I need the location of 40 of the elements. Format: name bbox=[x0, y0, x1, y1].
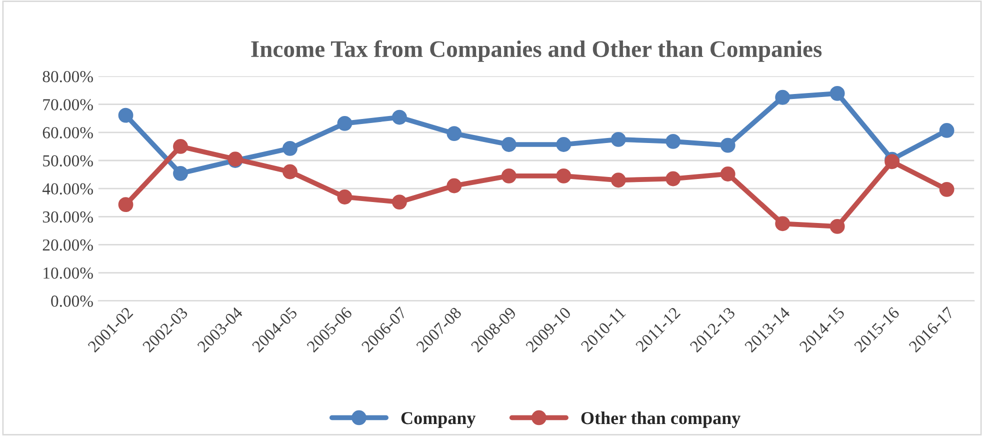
y-tick-label: 60.00% bbox=[42, 127, 93, 138]
point bbox=[666, 171, 681, 186]
y-tick-label: 20.00% bbox=[42, 239, 93, 251]
point bbox=[610, 132, 626, 147]
point bbox=[610, 172, 626, 188]
point bbox=[939, 182, 954, 197]
legend-label: Other than company bbox=[581, 412, 740, 428]
y-tick-label: 70.00% bbox=[43, 99, 93, 110]
point bbox=[775, 90, 790, 105]
point bbox=[282, 140, 298, 156]
legend-label: Company bbox=[401, 412, 476, 428]
point bbox=[830, 218, 845, 234]
point bbox=[392, 194, 407, 210]
point bbox=[720, 138, 736, 153]
point bbox=[556, 168, 572, 184]
point bbox=[173, 166, 188, 181]
point bbox=[939, 123, 954, 138]
point bbox=[720, 166, 736, 182]
point bbox=[337, 116, 352, 131]
point bbox=[337, 190, 352, 204]
point bbox=[830, 86, 845, 101]
point bbox=[501, 137, 516, 152]
y-tick-label: 10.00% bbox=[44, 267, 93, 279]
chart-title: Income Tax from Companies and Other than Companies bbox=[251, 40, 822, 62]
y-tick-label: 80.00% bbox=[42, 71, 93, 82]
point bbox=[666, 134, 681, 149]
point bbox=[446, 178, 462, 194]
point bbox=[118, 197, 134, 212]
y-tick-label: 0.00% bbox=[51, 296, 93, 307]
point bbox=[556, 137, 572, 152]
y-tick-label: 40.00% bbox=[42, 183, 93, 195]
y-tick-label: 30.00% bbox=[42, 211, 93, 223]
point bbox=[118, 108, 134, 123]
point bbox=[173, 139, 188, 154]
point bbox=[282, 164, 298, 180]
point bbox=[446, 126, 462, 142]
point bbox=[501, 168, 516, 184]
y-tick-label: 50.00% bbox=[43, 155, 93, 167]
point bbox=[775, 216, 790, 232]
point bbox=[392, 110, 407, 125]
